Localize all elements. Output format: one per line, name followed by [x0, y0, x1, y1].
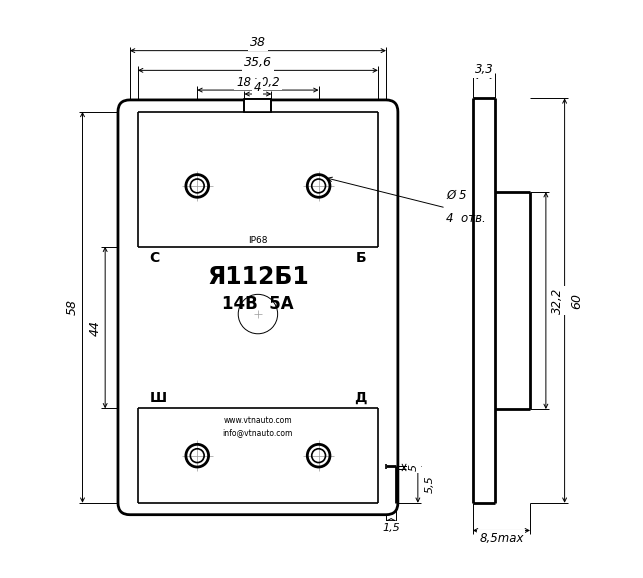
- Text: Я112Б1: Я112Б1: [207, 265, 309, 288]
- Text: 4  отв.: 4 отв.: [446, 212, 486, 225]
- Text: 38: 38: [250, 36, 266, 49]
- Text: www.vtnauto.com: www.vtnauto.com: [224, 416, 292, 425]
- Text: 3,3: 3,3: [475, 63, 493, 76]
- Text: 44: 44: [89, 320, 102, 336]
- Text: 4: 4: [254, 80, 262, 94]
- Text: 18±0,2: 18±0,2: [236, 76, 280, 88]
- Text: С: С: [150, 250, 159, 265]
- Text: IP68: IP68: [248, 236, 267, 244]
- Text: 58: 58: [66, 299, 79, 316]
- Text: 8,5max: 8,5max: [479, 532, 523, 545]
- Text: Д: Д: [354, 391, 367, 405]
- Text: 14В  5А: 14В 5А: [222, 295, 294, 313]
- Text: 5: 5: [409, 464, 419, 471]
- Text: Б: Б: [356, 250, 367, 265]
- Text: Ш: Ш: [150, 391, 167, 405]
- FancyBboxPatch shape: [118, 100, 398, 514]
- Text: Ø 5: Ø 5: [446, 188, 467, 201]
- Text: 32,2: 32,2: [551, 287, 564, 314]
- Text: 60: 60: [570, 292, 583, 309]
- Text: 1,5: 1,5: [382, 523, 400, 532]
- Text: info@vtnauto.com: info@vtnauto.com: [222, 428, 293, 437]
- Text: 35,6: 35,6: [244, 56, 272, 69]
- Text: 5,5: 5,5: [424, 476, 435, 493]
- Bar: [244, 99, 271, 112]
